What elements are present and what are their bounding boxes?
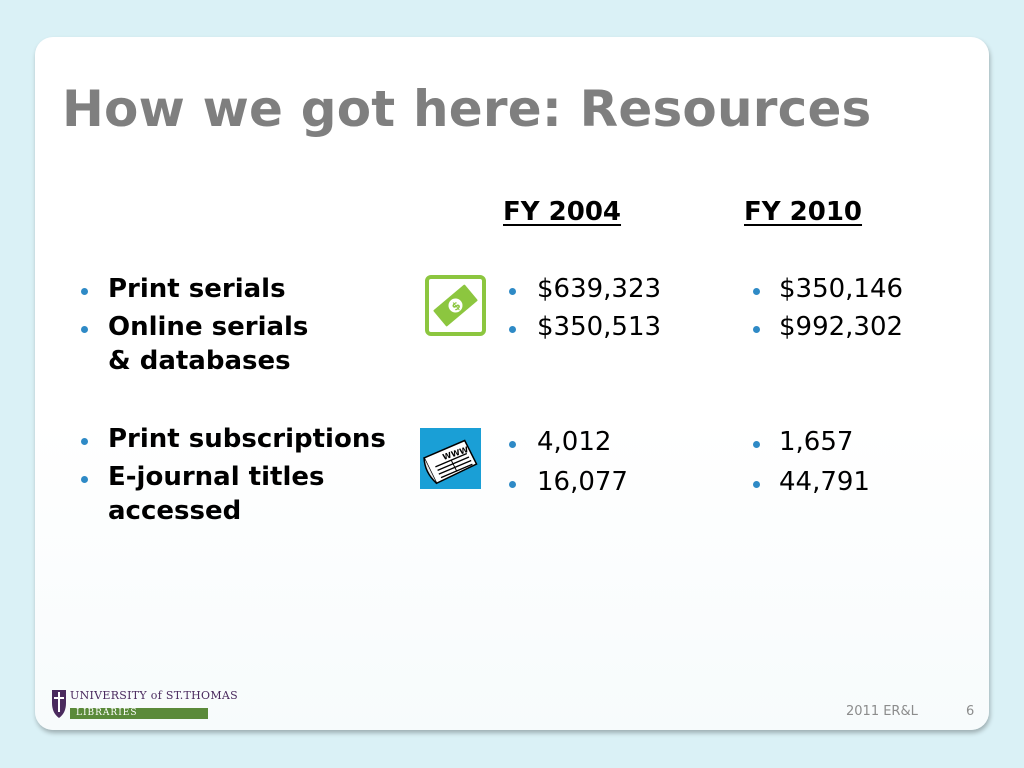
bullet-icon: [509, 288, 516, 295]
value-fy2004-print-subscriptions: 4,012: [537, 427, 612, 457]
bullet-icon: [81, 288, 88, 295]
column-header-fy2004: FY 2004: [503, 197, 622, 227]
value-fy2010-print-subscriptions: 1,657: [779, 427, 854, 457]
university-logo: UNIVERSITY of ST.THOMAS LIBRARIES: [50, 688, 238, 720]
newspaper-icon: WWW: [420, 428, 481, 493]
slide-title: How we got here: Resources: [62, 80, 872, 138]
bullet-icon: [753, 481, 760, 488]
bullet-icon: [509, 441, 516, 448]
logo-libraries-text: LIBRARIES: [76, 708, 138, 718]
bullet-icon: [509, 481, 516, 488]
bullet-icon: [753, 441, 760, 448]
value-fy2010-ejournal-titles: 44,791: [779, 467, 870, 497]
slide-panel: [35, 37, 989, 730]
value-fy2004-online-serials: $350,513: [537, 312, 662, 342]
value-fy2004-ejournal-titles: 16,077: [537, 467, 628, 497]
shield-icon: [52, 690, 66, 718]
label-ejournal-titles-cont: accessed: [108, 496, 242, 526]
bullet-icon: [81, 438, 88, 445]
money-icon: $: [425, 275, 486, 340]
label-online-serials: Online serials: [108, 312, 309, 342]
column-header-fy2010: FY 2010: [744, 197, 863, 227]
label-print-subscriptions: Print subscriptions: [108, 424, 386, 454]
slide-number: 6: [966, 704, 975, 719]
bullet-icon: [753, 288, 760, 295]
label-ejournal-titles: E-journal titles: [108, 462, 325, 492]
value-fy2010-print-serials: $350,146: [779, 274, 904, 304]
value-fy2010-online-serials: $992,302: [779, 312, 904, 342]
bullet-icon: [509, 326, 516, 333]
bullet-icon: [81, 326, 88, 333]
logo-libraries-bar: LIBRARIES: [70, 708, 208, 719]
label-print-serials: Print serials: [108, 274, 286, 304]
logo-university-text: UNIVERSITY of ST.THOMAS: [70, 689, 239, 702]
label-online-serials-cont: & databases: [108, 346, 291, 376]
bullet-icon: [81, 476, 88, 483]
bullet-icon: [753, 326, 760, 333]
value-fy2004-print-serials: $639,323: [537, 274, 662, 304]
footer-event: 2011 ER&L: [846, 704, 918, 719]
